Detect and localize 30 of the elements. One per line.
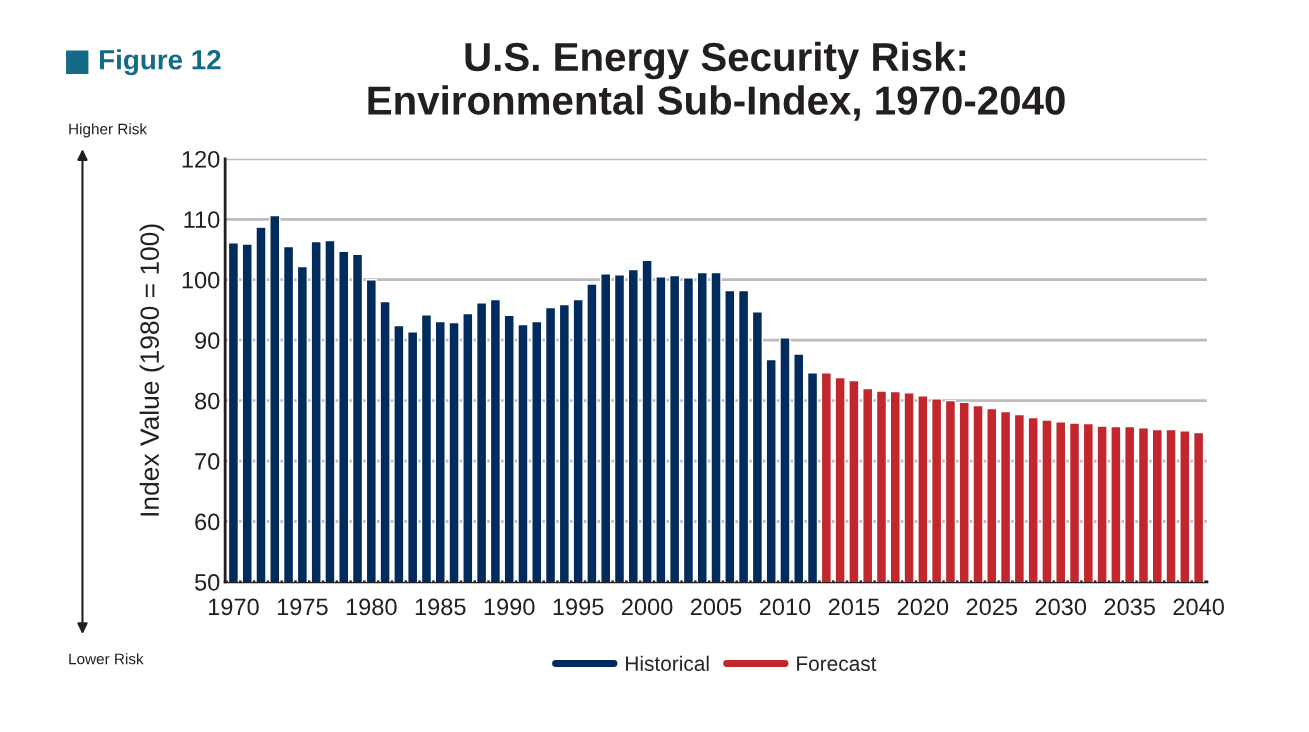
y-tick-label: 120 (182, 150, 220, 168)
y-axis-title: Index Value (1980 = 100) (139, 224, 165, 516)
legend-label: Historical (626, 655, 709, 671)
x-tick-label: 1995 (553, 598, 604, 616)
x-tick-label: 1980 (346, 598, 397, 616)
x-tick-label: 2020 (897, 598, 949, 616)
x-tick-label: 1970 (208, 598, 259, 616)
y-tick-label: 110 (184, 211, 220, 229)
x-tick-label: 2000 (622, 598, 673, 616)
text: Lower Risk (69, 653, 144, 665)
legend-label: Forecast (797, 656, 877, 671)
y-tick-label: 90 (195, 332, 220, 349)
y-tick-label: 50 (194, 574, 220, 591)
x-tick-label: 2025 (966, 598, 1018, 616)
chart-title: U.S. Energy Security Risk: Environmental Sub-Index, 1970-2040 (368, 41, 1065, 121)
x-tick-label: 2005 (690, 598, 742, 616)
y-tick-label: 70 (195, 453, 220, 470)
y-tick-label: 80 (195, 392, 220, 410)
y-tick-label: 100 (182, 271, 220, 289)
x-tick-label: 1975 (277, 598, 328, 616)
y-tick-label: 60 (195, 513, 220, 531)
x-tick-label: 2010 (759, 598, 811, 616)
text: Higher Risk (69, 123, 148, 138)
x-tick-label: 2030 (1035, 598, 1087, 616)
x-tick-label: 2015 (828, 598, 880, 616)
x-tick-label: 2035 (1104, 598, 1155, 616)
caption: Figure 12 (100, 49, 221, 76)
x-tick-label: 1985 (415, 598, 466, 616)
x-tick-label: 1990 (484, 598, 535, 616)
x-tick-label: 2040 (1173, 598, 1224, 616)
